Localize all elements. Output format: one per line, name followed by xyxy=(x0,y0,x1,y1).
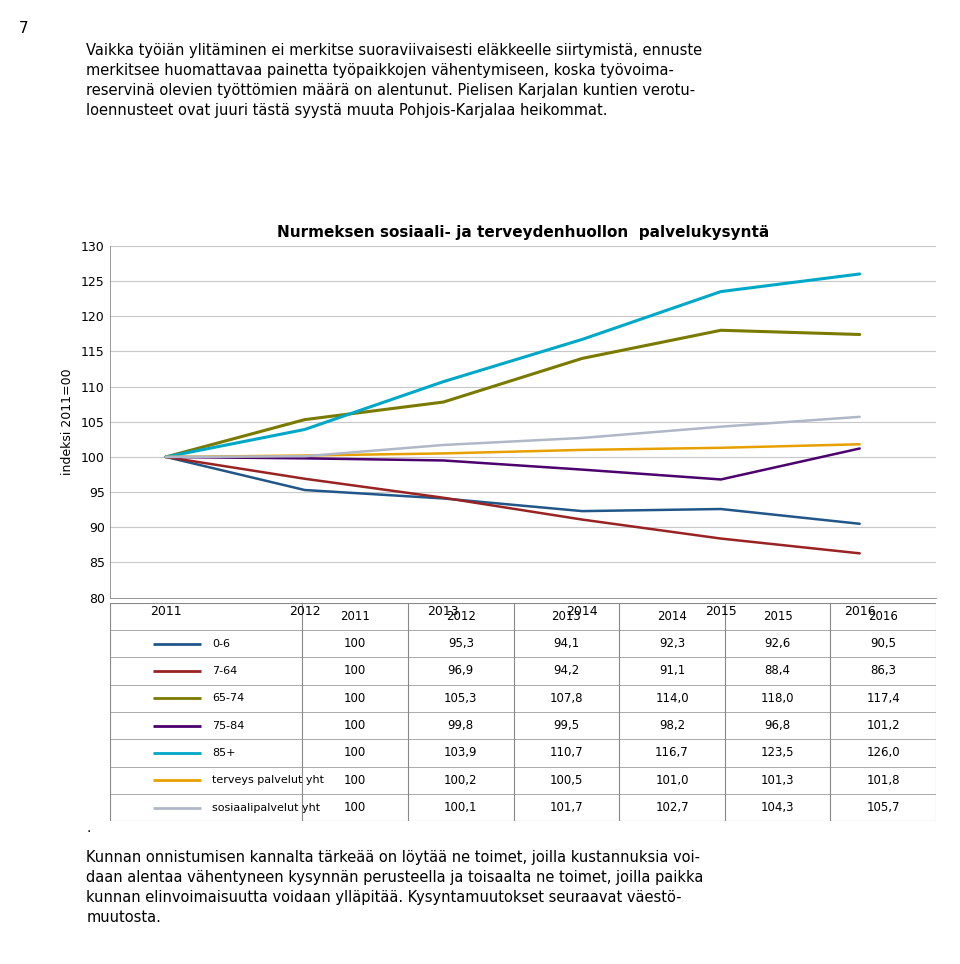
Text: sosiaalipalvelut yht: sosiaalipalvelut yht xyxy=(212,803,321,813)
Text: 117,4: 117,4 xyxy=(866,692,900,705)
Text: 2016: 2016 xyxy=(868,609,899,623)
Text: 100: 100 xyxy=(344,637,367,650)
Text: terveys palvelut yht: terveys palvelut yht xyxy=(212,775,324,786)
Text: 91,1: 91,1 xyxy=(659,664,685,678)
Text: 2014: 2014 xyxy=(657,609,687,623)
Text: 92,3: 92,3 xyxy=(659,637,685,650)
Text: 98,2: 98,2 xyxy=(659,719,685,732)
Text: 102,7: 102,7 xyxy=(655,801,689,815)
Text: 100,5: 100,5 xyxy=(550,774,583,787)
Text: 99,5: 99,5 xyxy=(553,719,580,732)
Text: 100: 100 xyxy=(344,664,367,678)
Text: 103,9: 103,9 xyxy=(444,746,477,760)
Text: 88,4: 88,4 xyxy=(764,664,791,678)
Text: 65-74: 65-74 xyxy=(212,693,245,703)
Text: 101,7: 101,7 xyxy=(549,801,584,815)
Text: 100: 100 xyxy=(344,801,367,815)
Text: 123,5: 123,5 xyxy=(761,746,794,760)
Text: 2011: 2011 xyxy=(340,609,371,623)
Text: 116,7: 116,7 xyxy=(655,746,689,760)
Text: 7: 7 xyxy=(19,21,29,37)
Text: 75-84: 75-84 xyxy=(212,721,245,731)
Text: 7-64: 7-64 xyxy=(212,666,237,676)
Text: 105,7: 105,7 xyxy=(867,801,900,815)
Text: 114,0: 114,0 xyxy=(655,692,689,705)
Text: 100: 100 xyxy=(344,746,367,760)
Y-axis label: indeksi 2011=00: indeksi 2011=00 xyxy=(61,368,74,475)
Text: 101,3: 101,3 xyxy=(761,774,794,787)
Text: 92,6: 92,6 xyxy=(764,637,791,650)
Text: 104,3: 104,3 xyxy=(761,801,794,815)
Text: 110,7: 110,7 xyxy=(549,746,584,760)
Text: 101,0: 101,0 xyxy=(656,774,688,787)
Text: 94,2: 94,2 xyxy=(553,664,580,678)
Text: 100,1: 100,1 xyxy=(444,801,477,815)
Text: 100: 100 xyxy=(344,719,367,732)
Text: 2016: 2016 xyxy=(844,604,876,618)
Text: 118,0: 118,0 xyxy=(761,692,794,705)
Text: 95,3: 95,3 xyxy=(447,637,474,650)
Text: 2013: 2013 xyxy=(427,604,459,618)
Text: 0-6: 0-6 xyxy=(212,638,230,649)
Text: 99,8: 99,8 xyxy=(447,719,474,732)
Text: Kunnan onnistumisen kannalta tärkeää on löytää ne toimet, joilla kustannuksia vo: Kunnan onnistumisen kannalta tärkeää on … xyxy=(86,850,704,924)
Text: 2014: 2014 xyxy=(566,604,598,618)
Text: 105,3: 105,3 xyxy=(444,692,477,705)
Text: 100: 100 xyxy=(344,774,367,787)
Text: 100: 100 xyxy=(344,692,367,705)
Text: 2015: 2015 xyxy=(763,609,792,623)
Text: .: . xyxy=(86,821,91,836)
Text: 101,8: 101,8 xyxy=(867,774,900,787)
Text: 2012: 2012 xyxy=(445,609,476,623)
Text: 85+: 85+ xyxy=(212,748,236,758)
Text: 107,8: 107,8 xyxy=(550,692,583,705)
Text: 126,0: 126,0 xyxy=(866,746,900,760)
Text: 101,2: 101,2 xyxy=(866,719,900,732)
Text: 2011: 2011 xyxy=(150,604,181,618)
Title: Nurmeksen sosiaali- ja terveydenhuollon  palvelukysyntä: Nurmeksen sosiaali- ja terveydenhuollon … xyxy=(277,226,769,240)
Text: 96,8: 96,8 xyxy=(764,719,791,732)
Text: 100,2: 100,2 xyxy=(444,774,477,787)
Text: 86,3: 86,3 xyxy=(870,664,897,678)
Text: 96,9: 96,9 xyxy=(447,664,474,678)
Text: 94,1: 94,1 xyxy=(553,637,580,650)
Text: 2015: 2015 xyxy=(705,604,737,618)
Text: Vaikka työiän ylitäminen ei merkitse suoraviivaisesti eläkkeelle siirtymistä, en: Vaikka työiän ylitäminen ei merkitse suo… xyxy=(86,43,703,118)
Text: 2012: 2012 xyxy=(289,604,321,618)
Text: 2013: 2013 xyxy=(552,609,581,623)
Text: 90,5: 90,5 xyxy=(870,637,897,650)
